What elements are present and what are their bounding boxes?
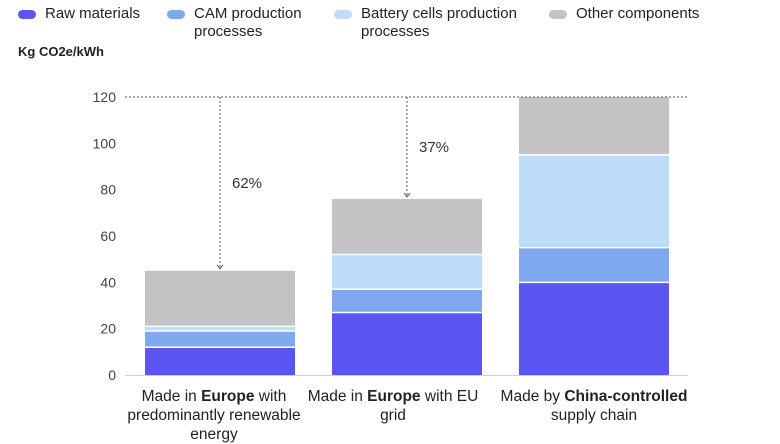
legend-swatch — [334, 10, 352, 19]
category-label-0: Made in Europe with predominantly renewa… — [114, 387, 314, 444]
bar-segment — [332, 289, 482, 313]
legend-item-battery-cells: Battery cells production processes — [334, 5, 517, 41]
category-label-part: with predominantly renewable energy — [127, 388, 301, 443]
reduction-percent-label: 37% — [419, 139, 449, 156]
y-tick-label: 0 — [108, 367, 116, 383]
legend-label: Raw materials — [45, 5, 141, 22]
legend-item-cam-production: CAM production processes — [167, 5, 302, 41]
legend-item-raw-materials: Raw materials — [18, 5, 140, 23]
reduction-arrow-head — [216, 264, 224, 270]
chart-legend: Raw materials CAM production processes B… — [18, 5, 778, 45]
legend-label: Battery cells production processes — [361, 5, 517, 40]
bar-segment — [145, 326, 295, 331]
legend-swatch — [167, 10, 185, 19]
bar-segment — [332, 254, 482, 290]
y-tick-label: 60 — [100, 228, 116, 244]
legend-item-other-components: Other components — [549, 5, 699, 23]
bar-segment — [519, 247, 669, 283]
legend-swatch — [549, 10, 567, 19]
bar-segment — [332, 198, 482, 255]
category-label-part: Made by — [500, 388, 565, 405]
legend-label: Other components — [576, 5, 700, 22]
category-label-2: Made by China-controlled supply chain — [494, 387, 694, 425]
bar-segment — [145, 347, 295, 375]
y-tick-label: 20 — [100, 321, 116, 337]
reduction-percent-label: 62% — [232, 175, 262, 192]
legend-label: CAM production processes — [194, 5, 302, 40]
category-label-part: Made in — [141, 388, 202, 405]
y-tick-label: 80 — [100, 182, 116, 198]
bar-segment — [519, 282, 669, 375]
category-label-part: Europe — [201, 388, 255, 405]
category-label-1: Made in Europe with EU grid — [293, 387, 493, 425]
reduction-arrow-head — [403, 192, 411, 198]
category-label-part: Europe — [367, 388, 421, 405]
category-label-part: Made in — [307, 388, 368, 405]
bar-segment — [145, 330, 295, 348]
bar-segment — [145, 270, 295, 327]
bar-segment — [332, 312, 482, 375]
bar-segment — [519, 97, 669, 155]
bar-segment — [519, 154, 669, 248]
y-tick-label: 100 — [93, 135, 117, 151]
legend-swatch — [18, 10, 36, 19]
y-tick-label: 40 — [100, 274, 116, 290]
category-label-part: supply chain — [550, 407, 638, 424]
y-tick-label: 120 — [93, 89, 117, 105]
y-axis-unit-label: Kg CO2e/kWh — [18, 44, 104, 59]
category-label-part: with EU grid — [380, 388, 479, 424]
category-label-part: China-controlled — [564, 388, 688, 405]
